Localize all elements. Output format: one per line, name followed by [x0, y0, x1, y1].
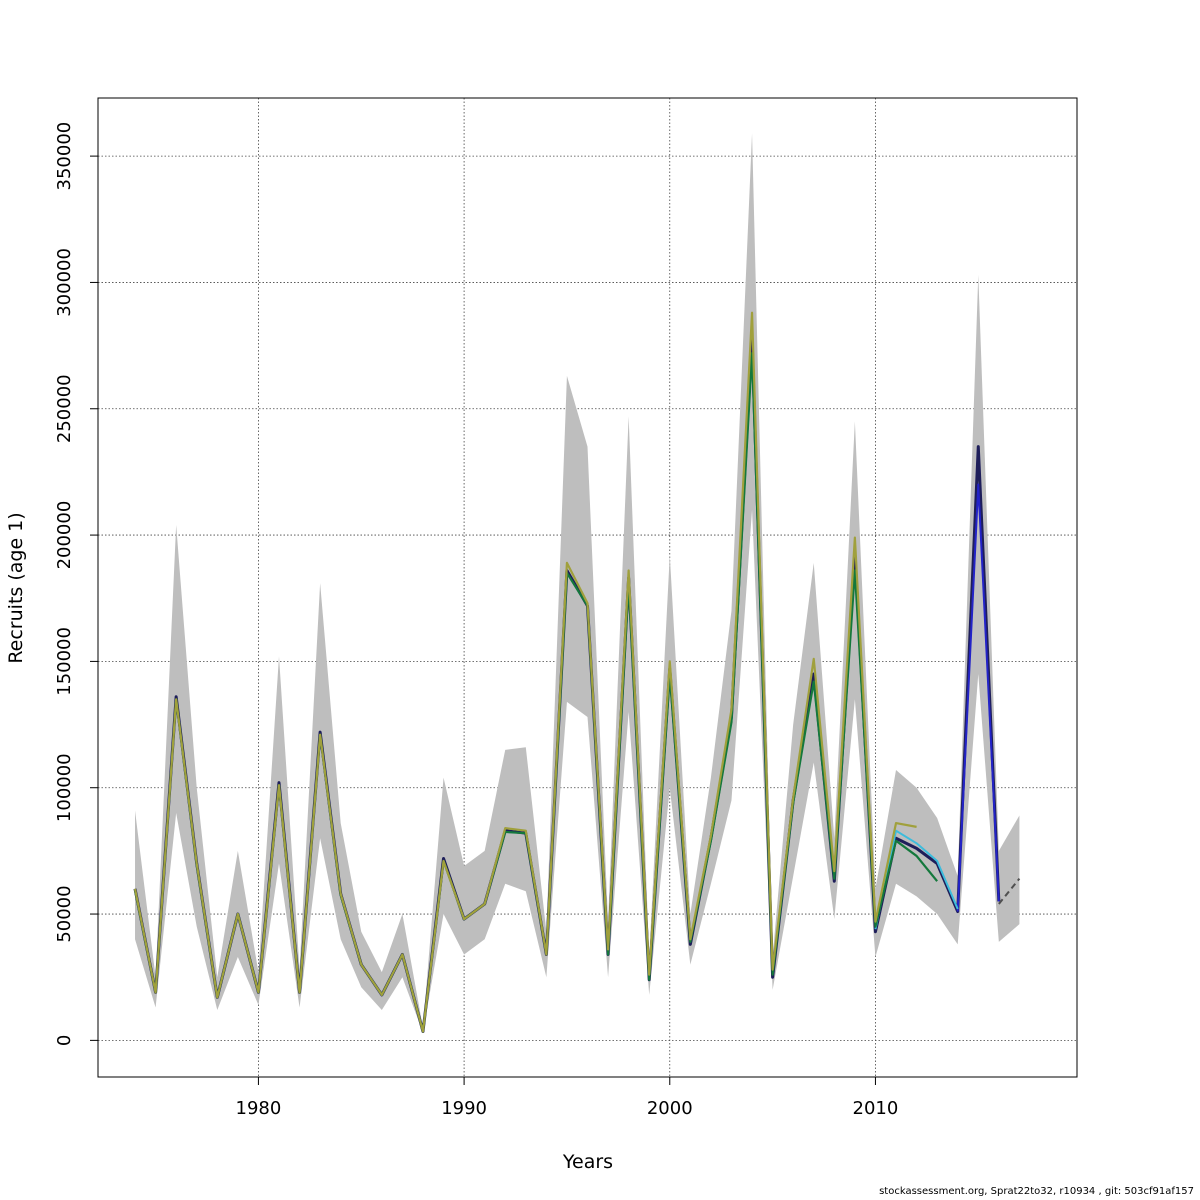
y-tick-label: 150000: [54, 627, 75, 696]
plot-frame: [97, 97, 1078, 1078]
x-tick-label: 1980: [236, 1098, 282, 1119]
footer-credit: stockassessment.org, Sprat22to32, r10934…: [879, 1186, 1194, 1197]
y-axis-title: Recruits (age 1): [5, 512, 27, 663]
x-tick-label: 1990: [441, 1098, 487, 1119]
y-tick-label: 100000: [54, 753, 75, 822]
y-tick-label: 200000: [54, 501, 75, 570]
series-line-5: [133, 311, 917, 1033]
x-tick-label: 2000: [647, 1098, 693, 1119]
y-tick-label: 350000: [54, 122, 75, 191]
x-tick-label: 2010: [853, 1098, 899, 1119]
x-axis: 1980 1990 2000 2010: [236, 1077, 899, 1119]
series-line-2: [956, 483, 1000, 912]
y-axis: 0 50000 100000 150000 200000 250000 300000 3500…: [54, 122, 98, 1046]
series-lines: [133, 311, 1021, 1034]
y-tick-label: 0: [54, 1035, 75, 1046]
series-line-6: [998, 878, 1021, 905]
x-axis-title: Years: [562, 1151, 613, 1173]
series-line-3: [874, 829, 959, 930]
y-tick-label: 300000: [54, 248, 75, 317]
y-tick-label: 50000: [54, 885, 75, 942]
y-tick-label: 250000: [54, 374, 75, 443]
